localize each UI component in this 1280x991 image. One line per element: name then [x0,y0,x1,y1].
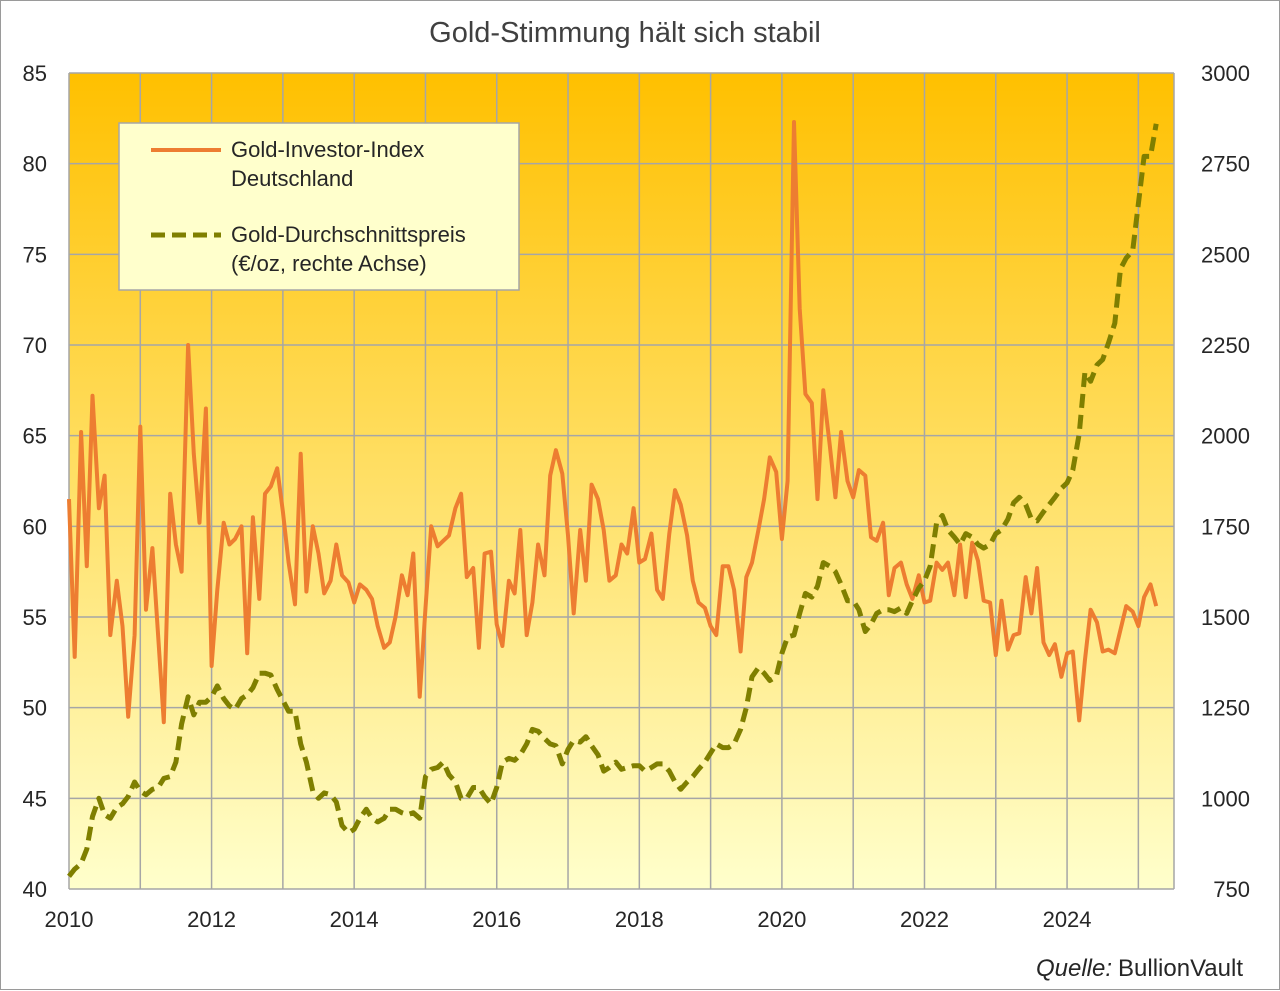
series-line-gold-investor-index [67,120,1159,725]
right-axis-tick-label: 2500 [1201,242,1250,267]
source-name: BullionVault [1118,955,1243,982]
x-axis-tick-label: 2020 [757,907,806,932]
right-axis-tick-label: 1250 [1201,696,1250,721]
x-axis-tick-label: 2024 [1043,907,1092,932]
right-axis-tick-label: 1500 [1201,605,1250,630]
left-axis-tick-label: 45 [23,786,47,811]
left-axis-tick-label: 65 [23,424,47,449]
left-axis-tick-label: 40 [23,877,47,902]
right-axis-tick-label: 2750 [1201,152,1250,177]
x-axis-tick-label: 2016 [472,907,521,932]
x-axis-tick-label: 2018 [615,907,664,932]
legend-label-index: Gold-Investor-Index [231,137,424,162]
left-axis-tick-label: 70 [23,333,47,358]
source-label: Quelle: [1036,955,1112,982]
source-note: Quelle: BullionVault [1036,955,1243,982]
right-axis-tick-label: 2000 [1201,424,1250,449]
legend-label-price: Gold-Durchschnittspreis [231,222,466,247]
axes: 40 45 50 55 60 65 70 75 80 85 750 1000 1250 1500 1750 2… [23,61,1250,932]
chart-title: Gold-Stimmung hält sich stabil [429,17,821,49]
x-axis-tick-label: 2014 [330,907,379,932]
right-axis-tick-label: 1000 [1201,786,1250,811]
right-axis-tick-label: 750 [1213,877,1250,902]
legend-label-index-line2: Deutschland [231,166,353,191]
right-axis-tick-label: 1750 [1201,514,1250,539]
left-axis-tick-label: 60 [23,514,47,539]
left-axis-tick-label: 50 [23,696,47,721]
left-axis-tick-label: 75 [23,242,47,267]
left-axis-tick-label: 55 [23,605,47,630]
x-axis-tick-label: 2012 [187,907,236,932]
series-lines [67,120,1159,878]
series-line-gold-price [67,123,1159,878]
left-axis-tick-label: 85 [23,61,47,86]
right-axis-tick-label: 2250 [1201,333,1250,358]
legend: Gold-Investor-Index Deutschland Gold-Dur… [118,122,520,291]
left-axis-tick-label: 80 [23,152,47,177]
x-axis-tick-label: 2022 [900,907,949,932]
right-axis-tick-label: 3000 [1201,61,1250,86]
x-axis-tick-label: 2010 [45,907,94,932]
legend-label-price-line2: (€/oz, rechte Achse) [231,251,427,276]
